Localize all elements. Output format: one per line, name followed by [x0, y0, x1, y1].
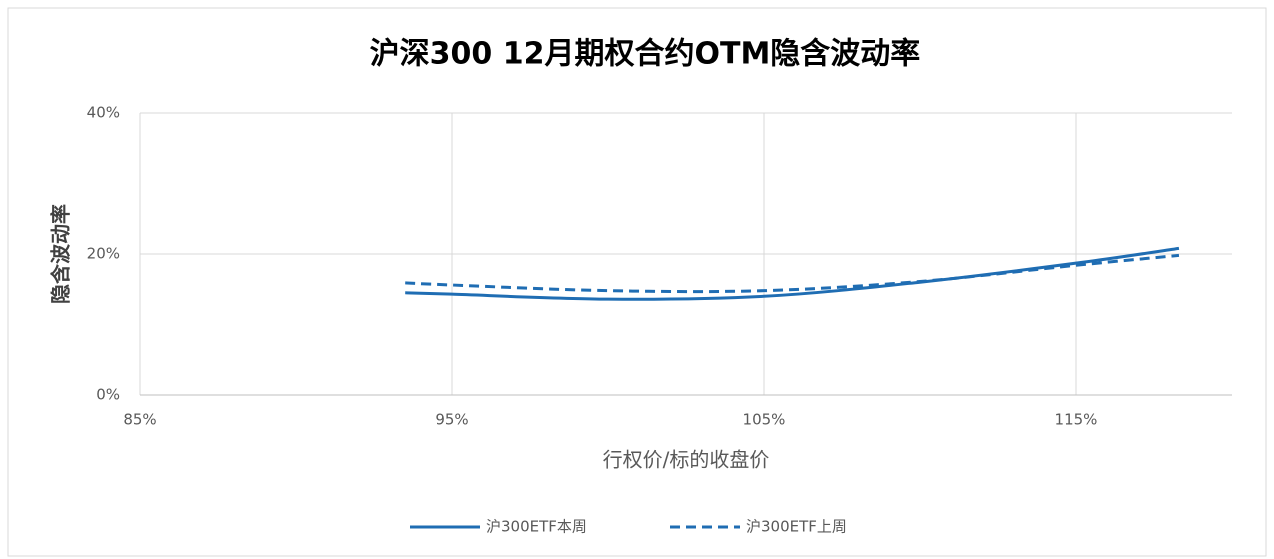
x-tick-label: 115%: [1055, 411, 1098, 429]
legend-label: 沪300ETF上周: [746, 518, 847, 536]
legend-label: 沪300ETF本周: [486, 518, 587, 536]
x-tick-label: 95%: [435, 411, 468, 429]
y-tick-label: 40%: [87, 104, 120, 122]
y-axis-label: 隐含波动率: [49, 204, 73, 304]
x-tick-label: 85%: [123, 411, 156, 429]
series-line: [405, 246, 1180, 301]
chart-frame: [7, 7, 1267, 557]
x-axis-label: 行权价/标的收盘价: [603, 448, 770, 472]
y-tick-label: 0%: [96, 386, 120, 404]
chart-title: 沪深300 12月期权合约OTM隐含波动率: [370, 37, 921, 72]
x-tick-label: 105%: [743, 411, 786, 429]
y-tick-label: 20%: [87, 245, 120, 263]
series-line: [405, 253, 1180, 294]
